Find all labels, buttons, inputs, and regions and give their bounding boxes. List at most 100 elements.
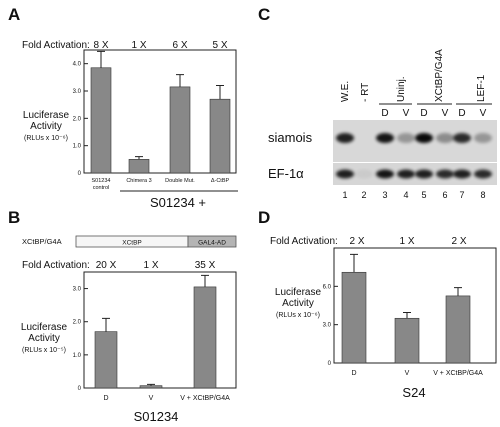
gel-lane-number-2: 2 — [361, 190, 366, 200]
siamois-band-lane-3 — [376, 133, 394, 143]
gel-strip-siamois — [333, 120, 497, 162]
ytick-label-a-5: 4.0 — [73, 62, 82, 68]
gel-subheader-6: V — [480, 108, 487, 119]
gel-lane-number-4: 4 — [403, 190, 408, 200]
panel-b: B XCtBP/G4A XCtBP GAL4-AD Fold Activatio… — [8, 208, 237, 424]
ylabel-d-line-1: Luciferase — [275, 287, 322, 298]
panel-letter-c: C — [258, 5, 270, 24]
bar-a-2 — [128, 159, 150, 174]
gel-row-label-ef1a: EF-1α — [268, 166, 304, 181]
siamois-band-lane-4 — [397, 133, 415, 143]
error-bar-d-1 — [350, 253, 358, 273]
gel-subheader-1: D — [381, 108, 388, 119]
fold-value-d-1: 2 X — [349, 236, 364, 247]
bar-a-1 — [90, 67, 112, 174]
category-a-2: Chimera 3 — [126, 178, 151, 184]
fold-value-b-1: 20 X — [96, 260, 117, 271]
ylabel-d-line-3: (RLUs x 10⁻⁶) — [276, 312, 320, 319]
panel-letter-d: D — [258, 208, 270, 227]
ytick-a-5: 4.0 — [73, 62, 88, 68]
siamois-band-lane-1 — [336, 133, 354, 143]
fold-value-b-2: 1 X — [143, 260, 158, 271]
category-a-4: Δ-CtBP — [211, 178, 230, 184]
gel-lane-number-3: 3 — [382, 190, 387, 200]
ytick-a-2: 1.0 — [73, 144, 88, 150]
ef1a-band-lane-8 — [474, 169, 492, 179]
panel-letter-a: A — [8, 5, 20, 24]
gel-bands — [336, 133, 492, 179]
fold-value-a-1: 8 X — [93, 40, 108, 51]
group-label-b: S01234 — [134, 409, 179, 424]
fold-value-a-3: 6 X — [172, 40, 187, 51]
ylabel-b-line-1: Luciferase — [21, 322, 68, 333]
category-a-1-line-1: S01234 — [92, 178, 111, 184]
ef1a-band-lane-3 — [376, 169, 394, 179]
ytick-a-1: 0 — [78, 171, 88, 177]
bar-a-4 — [209, 98, 231, 174]
category-a-3: Double Mut. — [165, 178, 195, 184]
ytick-label-a-3: 2.0 — [73, 116, 82, 122]
ytick-label-a-1: 0 — [78, 171, 82, 177]
ytick-label-b-4: 3.0 — [73, 287, 82, 293]
gel-lane-number-8: 8 — [480, 190, 485, 200]
ytick-label-b-3: 2.0 — [73, 320, 82, 326]
gel-lane-number-1: 1 — [342, 190, 347, 200]
ytick-label-a-2: 1.0 — [73, 144, 82, 150]
error-bar-b-2 — [147, 383, 155, 386]
error-bar-d-3 — [454, 287, 462, 296]
error-bar-a-2 — [135, 156, 143, 160]
gel-header-minus-rt: - RT — [360, 83, 371, 102]
siamois-band-lane-8 — [474, 133, 492, 143]
gel-header-lef1: LEF-1 — [476, 74, 487, 102]
ylabel-b-line-2: Activity — [28, 333, 60, 344]
ytick-b-1: 0 — [78, 386, 88, 392]
ytick-label-d-3: 6.0 — [323, 284, 332, 290]
panel-c: C W.E. - RT Uninj. XCtBP/G4A LEF-1 D V D… — [258, 5, 497, 200]
ytick-d-3: 6.0 — [323, 284, 338, 290]
ytick-a-3: 2.0 — [73, 116, 88, 122]
gel-subheader-5: D — [458, 108, 465, 119]
construct-segment-label-xctbp: XCtBP — [122, 240, 142, 247]
bar-b-1 — [94, 331, 118, 389]
panel-a: A Fold Activation: 8 X 1 X 6 X 5 X Lucif… — [8, 5, 238, 210]
gel-row-label-siamois: siamois — [268, 130, 313, 145]
ytick-label-d-2: 3.0 — [323, 323, 332, 329]
siamois-band-lane-7 — [453, 133, 471, 143]
ytick-b-2: 1.0 — [73, 353, 88, 359]
error-bar-b-3 — [201, 274, 209, 287]
ylabel-a-line-2: Activity — [30, 121, 62, 132]
fold-value-d-2: 1 X — [399, 236, 414, 247]
siamois-band-lane-6 — [436, 133, 454, 143]
bar-d-3 — [445, 295, 471, 364]
ef1a-band-lane-2 — [355, 169, 373, 179]
ytick-label-b-1: 0 — [78, 386, 82, 392]
ytick-a-4: 3.0 — [73, 89, 88, 95]
error-bar-d-2 — [403, 312, 411, 319]
bar-d-2 — [394, 317, 420, 364]
siamois-band-lane-5 — [415, 133, 433, 143]
group-label-a: S01234 + — [150, 195, 206, 210]
fold-activation-label-b: Fold Activation: — [22, 260, 90, 271]
category-d-1: D — [351, 370, 356, 377]
plot-frame-a — [83, 49, 237, 174]
gel-header-uninj: Uninj. — [396, 76, 407, 102]
gel-subheader-2: V — [403, 108, 410, 119]
error-bar-b-1 — [102, 317, 110, 332]
ytick-d-2: 3.0 — [323, 323, 338, 329]
ef1a-band-lane-7 — [453, 169, 471, 179]
category-b-3: V + XCtBP/G4A — [180, 395, 230, 402]
category-d-3: V + XCtBP/G4A — [433, 370, 483, 377]
category-d-2: V — [405, 370, 410, 377]
ef1a-band-lane-5 — [415, 169, 433, 179]
ytick-b-4: 3.0 — [73, 287, 88, 293]
fold-activation-label-a: Fold Activation: — [22, 40, 90, 51]
error-bar-a-1 — [97, 50, 105, 68]
ylabel-d-line-2: Activity — [282, 298, 314, 309]
ylabel-a-line-1: Luciferase — [23, 110, 70, 121]
fold-value-d-3: 2 X — [451, 236, 466, 247]
category-a-1-line-2: control — [93, 185, 110, 191]
ytick-b-3: 2.0 — [73, 320, 88, 326]
error-bar-a-3 — [176, 74, 184, 87]
bar-b-3 — [193, 286, 217, 389]
